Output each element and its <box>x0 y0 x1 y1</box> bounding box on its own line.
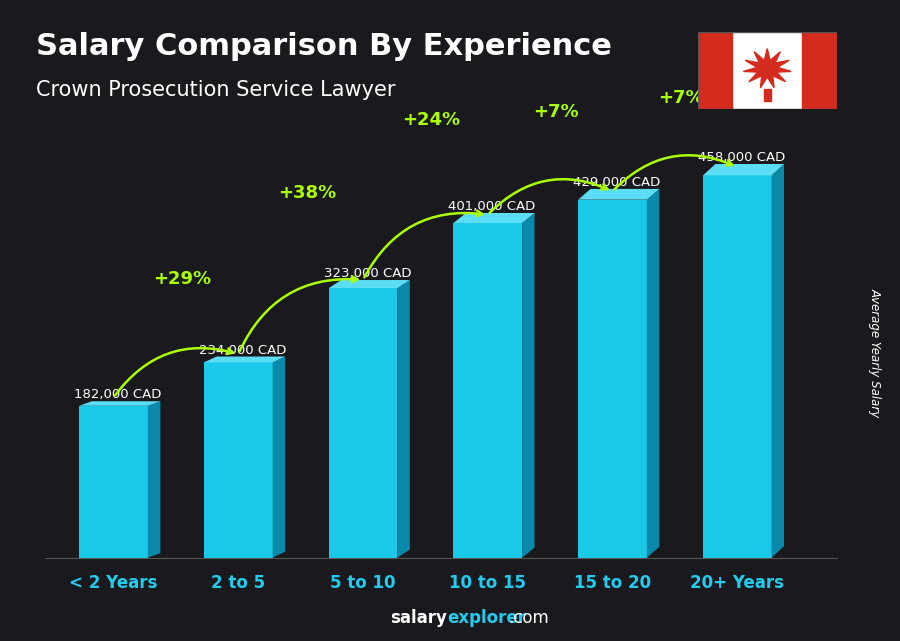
Bar <box>578 199 647 558</box>
Polygon shape <box>703 164 784 176</box>
Bar <box>328 288 397 558</box>
Text: +7%: +7% <box>534 103 580 121</box>
Polygon shape <box>454 213 535 223</box>
Text: +38%: +38% <box>278 184 336 202</box>
Text: +7%: +7% <box>658 88 704 106</box>
Polygon shape <box>79 401 160 406</box>
Polygon shape <box>273 356 285 558</box>
Bar <box>703 176 771 558</box>
Text: Average Yearly Salary: Average Yearly Salary <box>868 288 881 417</box>
Polygon shape <box>743 49 791 88</box>
Text: explorer: explorer <box>447 609 526 627</box>
Polygon shape <box>763 88 771 101</box>
Polygon shape <box>771 164 784 558</box>
Text: Salary Comparison By Experience: Salary Comparison By Experience <box>36 32 612 61</box>
Polygon shape <box>578 189 660 199</box>
Bar <box>698 32 733 109</box>
Polygon shape <box>204 356 285 362</box>
Text: 401,000 CAD: 401,000 CAD <box>448 200 536 213</box>
Polygon shape <box>647 189 660 558</box>
Text: +29%: +29% <box>153 271 211 288</box>
Polygon shape <box>522 213 535 558</box>
Text: 429,000 CAD: 429,000 CAD <box>573 176 661 189</box>
Text: Crown Prosecution Service Lawyer: Crown Prosecution Service Lawyer <box>36 80 395 100</box>
Text: 458,000 CAD: 458,000 CAD <box>698 151 785 164</box>
Bar <box>454 223 522 558</box>
Text: salary: salary <box>391 609 447 627</box>
Text: 182,000 CAD: 182,000 CAD <box>75 388 162 401</box>
Bar <box>204 362 273 558</box>
Polygon shape <box>397 280 410 558</box>
FancyBboxPatch shape <box>698 32 837 109</box>
Polygon shape <box>148 401 160 558</box>
Text: +24%: +24% <box>402 112 461 129</box>
Bar <box>79 406 148 558</box>
Text: .com: .com <box>508 609 549 627</box>
Bar <box>802 32 837 109</box>
Text: 323,000 CAD: 323,000 CAD <box>324 267 411 280</box>
Text: 234,000 CAD: 234,000 CAD <box>199 344 286 356</box>
Polygon shape <box>328 280 410 288</box>
